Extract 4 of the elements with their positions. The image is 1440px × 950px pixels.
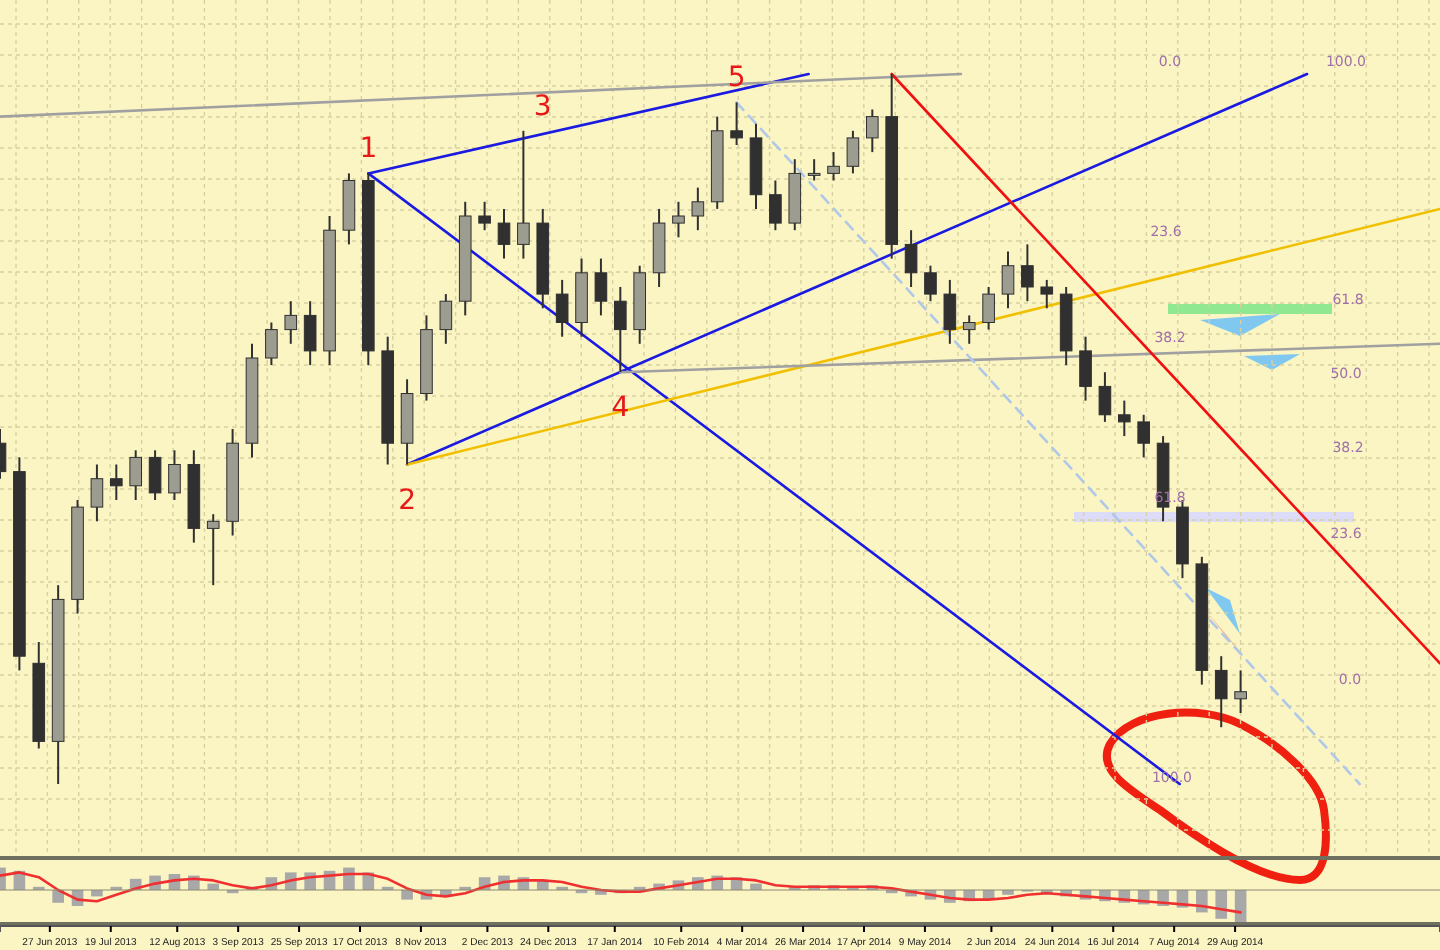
annotation: 2 [398, 484, 416, 517]
annotation: 1 [359, 133, 378, 166]
annotation: 5 [727, 62, 746, 95]
annotation: 3 [533, 90, 552, 123]
